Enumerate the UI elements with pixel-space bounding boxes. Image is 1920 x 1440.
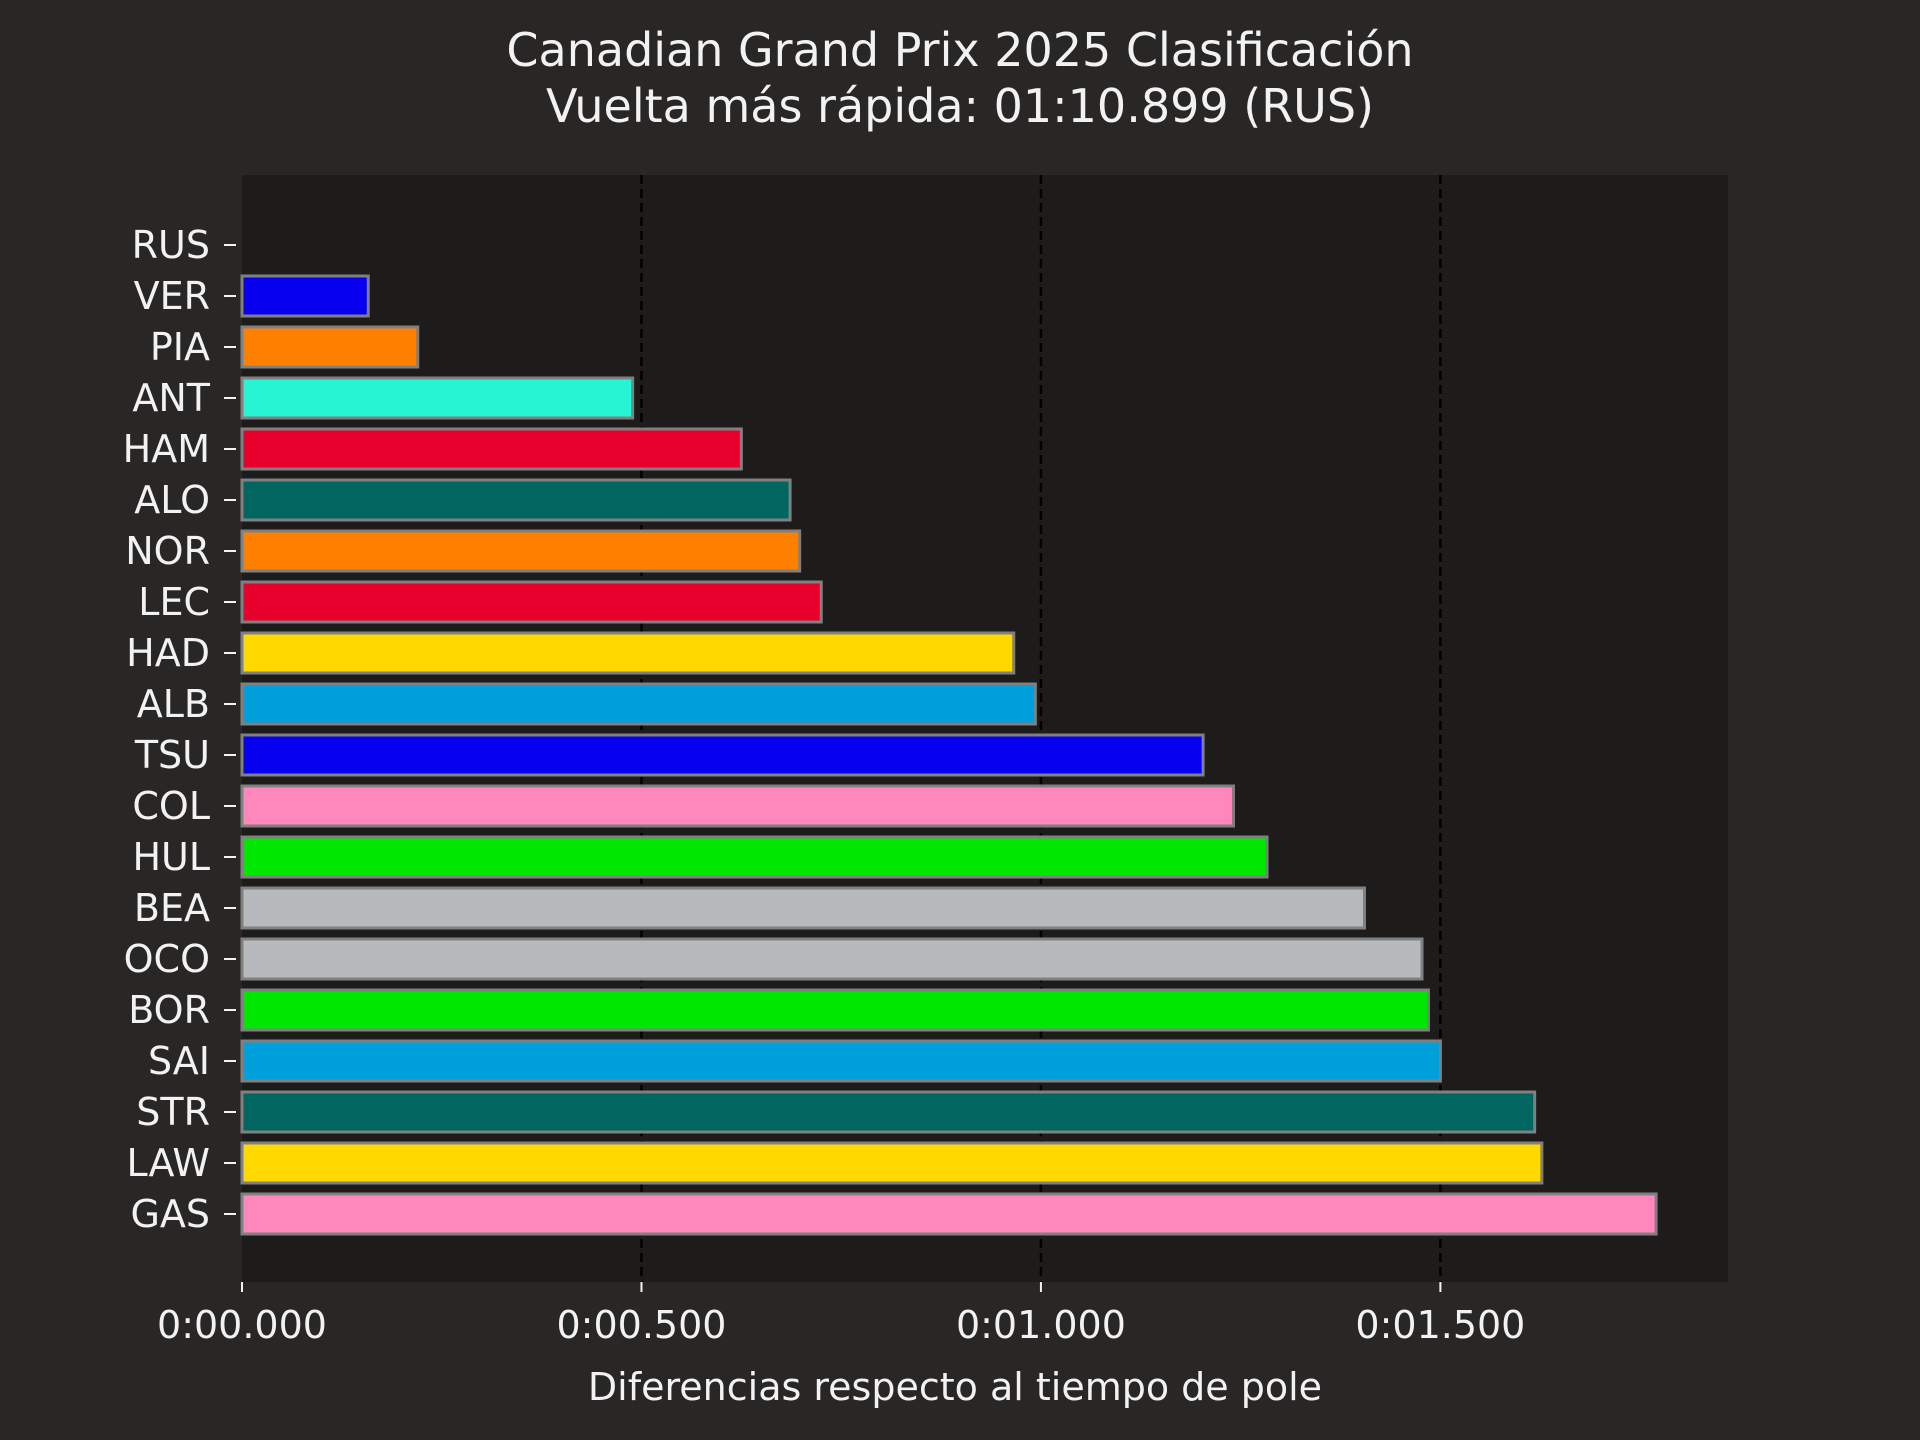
x-axis: 0:00.000 0:00.500 0:01.000 0:01.500 xyxy=(157,1282,1525,1347)
bar-ant xyxy=(240,376,635,420)
y-tick-label-col: COL xyxy=(132,784,210,828)
y-tick-label-nor: NOR xyxy=(125,529,210,573)
y-tick-label-rus: RUS xyxy=(132,223,210,267)
y-tick-label-pia: PIA xyxy=(150,325,210,369)
x-tick-label-3: 0:01.500 xyxy=(1355,1303,1525,1347)
y-tick-label-had: HAD xyxy=(126,631,210,675)
bars xyxy=(240,274,1658,1236)
x-tick-label-0: 0:00.000 xyxy=(157,1303,327,1347)
y-tick-label-str: STR xyxy=(136,1090,210,1134)
bar-str xyxy=(240,1090,1537,1134)
bar-lec xyxy=(240,580,823,624)
y-tick-label-alo: ALO xyxy=(134,478,210,522)
bar-col xyxy=(240,784,1235,828)
bar-oco xyxy=(240,937,1424,981)
y-tick-label-law: LAW xyxy=(126,1141,210,1185)
y-tick-label-sai: SAI xyxy=(148,1039,210,1083)
bar-had xyxy=(240,631,1016,675)
y-tick-label-hul: HUL xyxy=(132,835,210,879)
y-tick-label-bor: BOR xyxy=(128,988,210,1032)
y-tick-label-lec: LEC xyxy=(138,580,210,624)
bar-nor xyxy=(240,529,802,573)
y-axis: RUS VER PIA ANT HAM ALO NOR LEC HAD ALB TSU COL HUL B… xyxy=(123,223,236,1236)
bar-hul xyxy=(240,835,1269,879)
chart-title: Canadian Grand Prix 2025 Clasificación xyxy=(506,23,1413,77)
bar-alo xyxy=(240,478,792,522)
chart-subtitle: Vuelta más rápida: 01:10.899 (RUS) xyxy=(546,79,1374,133)
y-tick-label-gas: GAS xyxy=(130,1192,210,1236)
x-tick-label-2: 0:01.000 xyxy=(956,1303,1126,1347)
y-tick-label-tsu: TSU xyxy=(134,733,210,777)
bar-bor xyxy=(240,988,1430,1032)
x-axis-label: Diferencias respecto al tiempo de pole xyxy=(588,1365,1322,1409)
y-tick-label-ant: ANT xyxy=(132,376,210,420)
grid-lines xyxy=(640,175,1442,1282)
bar-pia xyxy=(240,325,420,369)
bar-gas xyxy=(240,1192,1658,1236)
x-tick-label-1: 0:00.500 xyxy=(556,1303,726,1347)
bar-sai xyxy=(240,1039,1442,1083)
bar-tsu xyxy=(240,733,1205,777)
bar-ver xyxy=(240,274,370,318)
y-tick-label-ham: HAM xyxy=(123,427,210,471)
y-tick-label-oco: OCO xyxy=(124,937,210,981)
y-tick-label-bea: BEA xyxy=(134,886,210,930)
y-tick-label-alb: ALB xyxy=(137,682,210,726)
bar-law xyxy=(240,1141,1544,1185)
bar-bea xyxy=(240,886,1366,930)
bar-alb xyxy=(240,682,1037,726)
y-tick-label-ver: VER xyxy=(134,274,210,318)
bar-ham xyxy=(240,427,743,471)
